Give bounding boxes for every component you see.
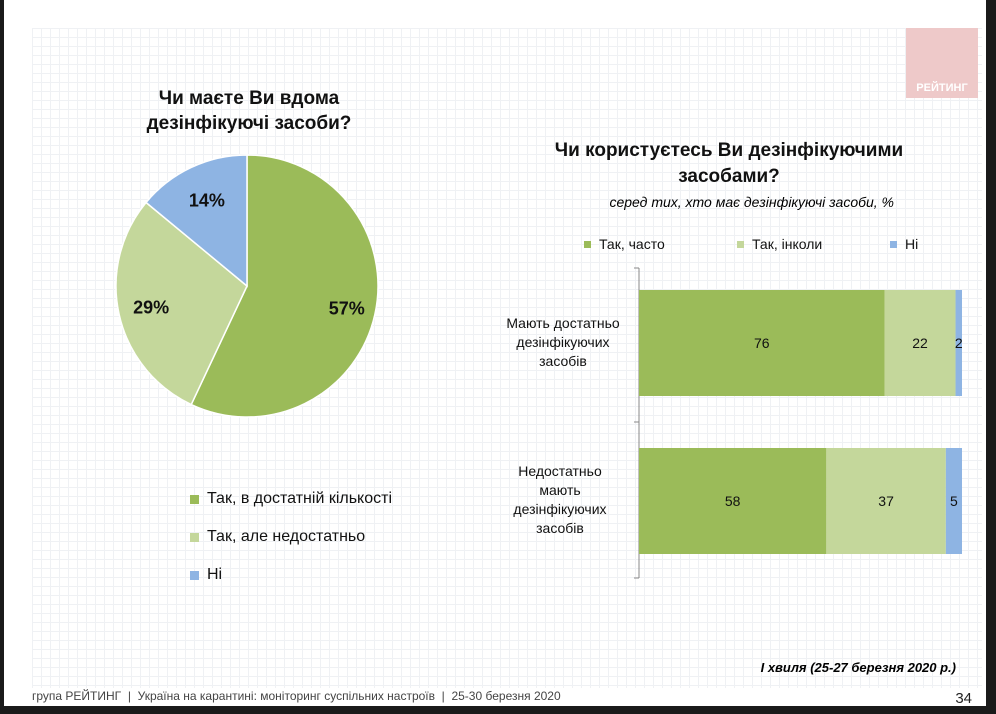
pie-slice bbox=[190, 154, 379, 418]
footer: група РЕЙТИНГ | Україна на карантині: мо… bbox=[32, 689, 561, 703]
bar-segment bbox=[884, 290, 956, 396]
legend-label: Так, в достатній кількості bbox=[207, 490, 393, 507]
bar-subtitle: серед тих, хто має дезінфікуючі засоби, … bbox=[609, 194, 894, 210]
pie-legend: Так, в достатній кількості Так, але недо… bbox=[190, 480, 392, 594]
bar-segment bbox=[826, 448, 946, 554]
data-label: 5 bbox=[950, 493, 958, 509]
legend-swatch bbox=[737, 240, 744, 248]
wave-label: І хвиля (25-27 березня 2020 р.) bbox=[760, 660, 956, 675]
bar-segment bbox=[945, 448, 962, 554]
legend-item: Ні bbox=[190, 556, 392, 594]
legend-label: Так, інколи bbox=[752, 236, 823, 252]
data-label: 37 bbox=[878, 493, 894, 509]
pie-chart: 57% 29% 14% bbox=[115, 154, 379, 418]
legend-label: Так, але недостатньо bbox=[207, 528, 366, 545]
rating-logo: РЕЙТИНГ bbox=[906, 28, 978, 98]
legend-label: Так, часто bbox=[599, 236, 665, 252]
legend-swatch bbox=[190, 570, 199, 580]
legend-item: Ні bbox=[890, 236, 918, 252]
legend-swatch bbox=[190, 494, 199, 504]
legend-swatch bbox=[584, 240, 591, 248]
data-label: 76 bbox=[754, 335, 770, 351]
legend-item: Так, часто bbox=[584, 236, 665, 252]
legend-label: Ні bbox=[905, 236, 919, 252]
page-number: 34 bbox=[955, 690, 972, 707]
slice-label: 14% bbox=[189, 191, 225, 211]
pie-title: Чи маєте Ви вдома дезінфікуючі засоби? bbox=[146, 88, 352, 134]
data-label: 2 bbox=[955, 335, 963, 351]
data-label: 22 bbox=[912, 335, 928, 351]
legend-swatch bbox=[890, 240, 897, 248]
pie-slice bbox=[145, 154, 248, 288]
bar-title: Чи користуєтесь Ви дезінфікуючими засоба… bbox=[554, 140, 904, 187]
slice-label: 57% bbox=[329, 298, 365, 318]
data-label: 58 bbox=[725, 493, 741, 509]
bar-segment bbox=[639, 290, 885, 396]
bar-chart: 76 22 258 37 5 bbox=[634, 267, 963, 579]
legend-swatch bbox=[190, 532, 199, 542]
slide: РЕЙТИНГ Чи маєте Ви вдома дезінфікуючі з… bbox=[4, 0, 986, 707]
category-label: Недостатньо мають дезінфікуючих засобів bbox=[513, 463, 607, 536]
legend-item: Так, але недостатньо bbox=[190, 518, 392, 556]
legend-item: Так, інколи bbox=[737, 236, 822, 252]
category-label: Мають достатньо дезінфікуючих засобів bbox=[506, 315, 620, 369]
slice-label: 29% bbox=[133, 297, 169, 317]
pie-slice bbox=[115, 201, 248, 406]
legend-item: Так, в достатній кількості bbox=[190, 480, 392, 518]
bar-segment bbox=[639, 448, 827, 554]
legend-label: Ні bbox=[207, 566, 223, 583]
bar-segment bbox=[955, 290, 962, 396]
